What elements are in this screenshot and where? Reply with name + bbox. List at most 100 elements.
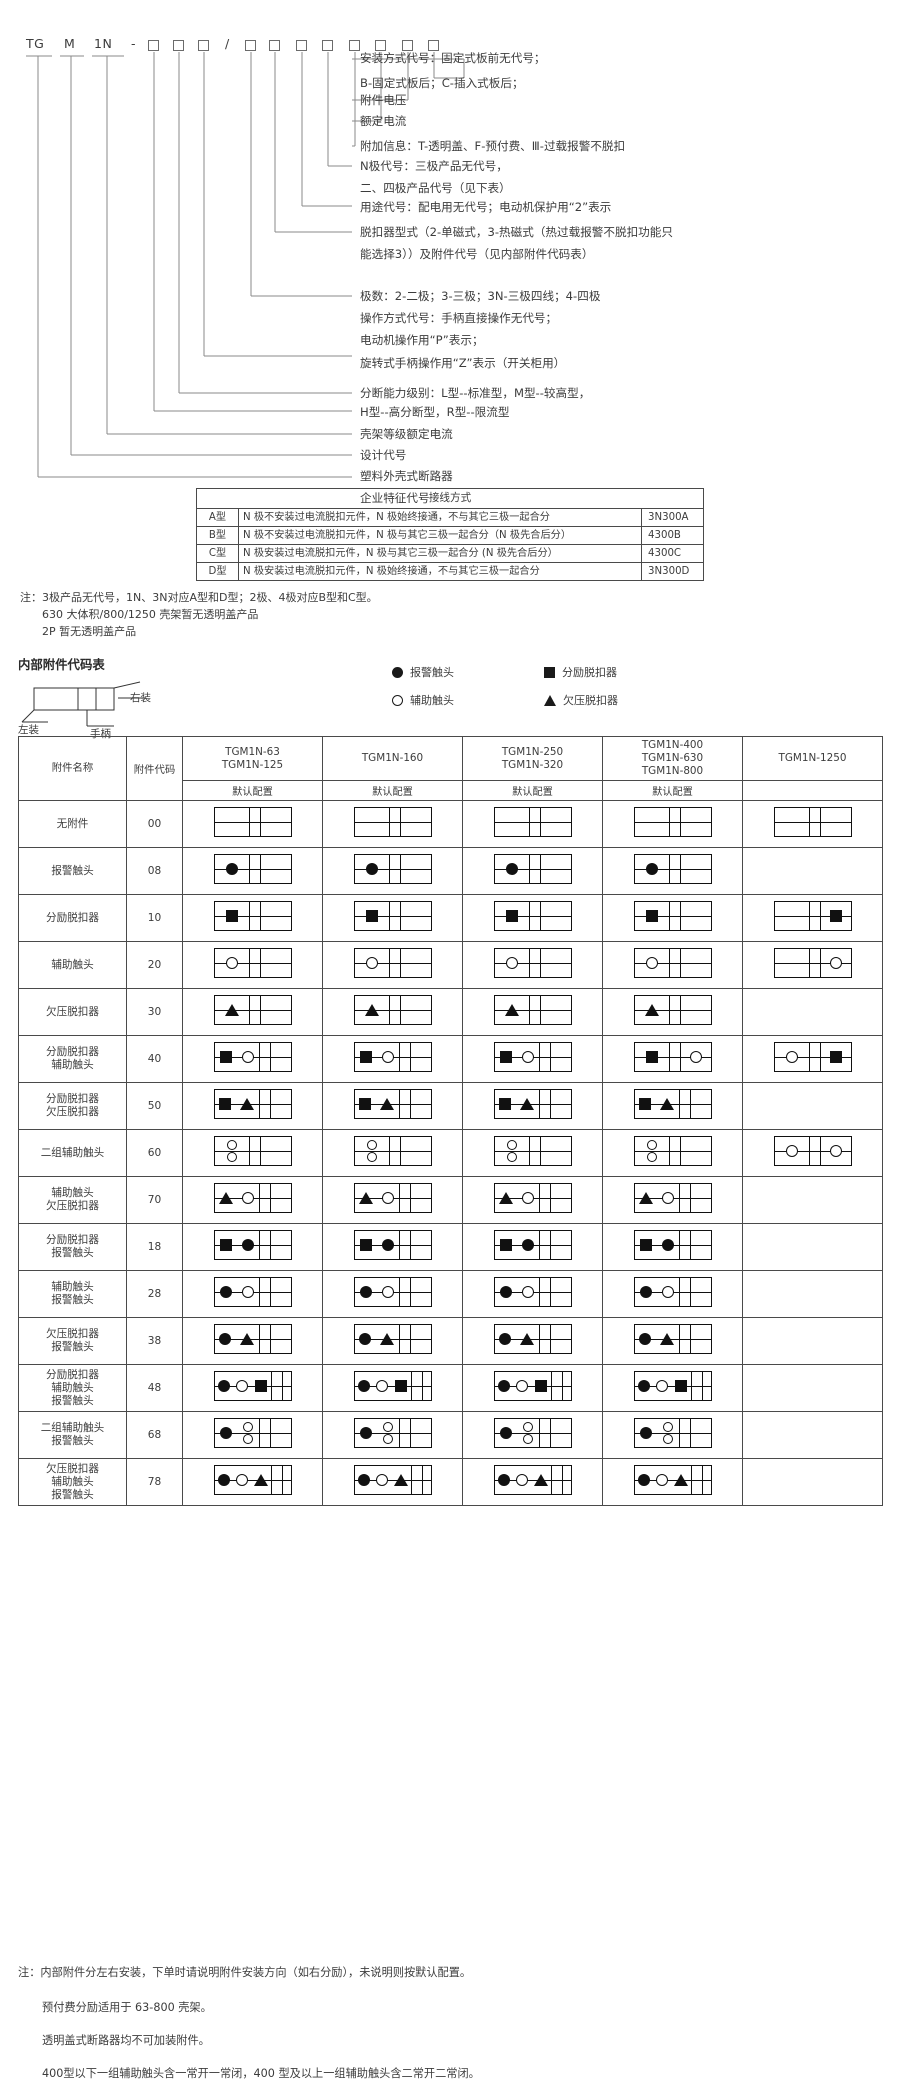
- filled-square-icon: [255, 1380, 268, 1392]
- accessory-config-cell: [462, 1176, 603, 1224]
- legend-label: 欠压脱扣器: [563, 694, 618, 707]
- accessory-config-cell: [182, 800, 323, 848]
- table-row: 分励脱扣器 报警触头 18: [18, 1223, 883, 1271]
- breaker-config-glyph: [493, 1418, 572, 1448]
- filled-triangle-icon: [499, 1192, 513, 1204]
- breaker-config-glyph: [213, 1371, 292, 1401]
- col-header-model-3: TGM1N-400 TGM1N-630 TGM1N-800: [602, 736, 743, 781]
- footer-note-2: 透明盖式断路器均不可加装附件。: [42, 2034, 210, 2047]
- accessory-config-cell: [462, 1317, 603, 1365]
- accessory-config-cell: [182, 1458, 323, 1506]
- accessory-config-cell: [462, 1035, 603, 1083]
- filled-square-icon: [830, 1051, 842, 1063]
- double-open-circle-icon: [663, 1422, 673, 1444]
- ladder-label-13: 旋转式手柄操作用“Z”表示（开关柜用）: [360, 356, 566, 370]
- breaker-config-glyph: [493, 1089, 572, 1119]
- breaker-config-glyph: [633, 948, 712, 978]
- ladder-label-17: 设计代号: [360, 448, 407, 462]
- handle-diagram-lines: [21, 681, 146, 727]
- breaker-config-glyph: [633, 854, 712, 884]
- accessory-config-cell: [462, 894, 603, 942]
- table-row: 分励脱扣器 10: [18, 894, 883, 942]
- wiring-code: 3N300D: [641, 562, 704, 581]
- col-header-model-4: TGM1N-1250: [742, 736, 883, 781]
- accessory-config-cell: [322, 1317, 463, 1365]
- breaker-config-glyph: [353, 1418, 432, 1448]
- ladder-label-1: B-固定式板后；C-插入式板后；: [360, 76, 524, 90]
- symbol-legend: 报警触头 分励脱扣器 辅助触头 欠压脱扣器: [392, 664, 692, 720]
- filled-triangle-icon: [544, 694, 556, 706]
- breaker-config-glyph: [633, 1418, 712, 1448]
- filled-triangle-icon: [364, 1004, 379, 1016]
- accessory-config-cell: [182, 941, 323, 989]
- filled-circle-icon: [357, 1474, 370, 1486]
- filled-circle-icon: [499, 1286, 512, 1298]
- accessory-config-cell: [322, 988, 463, 1036]
- code-segment-tg: TG: [26, 36, 45, 51]
- mid-note-1: 630 大体积/800/1250 壳架暂无透明盖产品: [42, 608, 259, 621]
- open-circle-icon: [375, 1474, 388, 1486]
- breaker-config-glyph: [353, 1277, 432, 1307]
- filled-circle-icon: [219, 1333, 231, 1345]
- filled-circle-icon: [217, 1380, 230, 1392]
- filled-circle-icon: [241, 1239, 254, 1251]
- accessory-config-cell: [602, 1082, 743, 1130]
- ladder-label-8: 脱扣器型式（2-单磁式，3-热磁式（热过载报警不脱扣功能只: [360, 225, 673, 239]
- table-row: 接线方式: [196, 488, 704, 509]
- ladder-label-2: 附件电压: [360, 93, 407, 107]
- accessory-code: 08: [126, 847, 183, 895]
- filled-triangle-icon: [520, 1333, 534, 1345]
- breaker-config-glyph: [213, 1089, 292, 1119]
- accessory-section-title: 内部附件代码表: [18, 657, 105, 672]
- accessory-code: 50: [126, 1082, 183, 1130]
- breaker-config-glyph: [353, 1324, 432, 1354]
- filled-triangle-icon: [359, 1192, 373, 1204]
- legend-item-auxiliary-contact: 辅助触头: [392, 692, 454, 708]
- filled-circle-icon: [381, 1239, 394, 1251]
- table-row: 辅助触头 20: [18, 941, 883, 989]
- filled-square-icon: [645, 1051, 658, 1063]
- open-circle-icon: [785, 1051, 798, 1063]
- filled-circle-icon: [645, 863, 658, 875]
- filled-circle-icon: [639, 1286, 652, 1298]
- accessory-config-cell: [322, 1364, 463, 1412]
- accessory-config-cell: [322, 1270, 463, 1318]
- wiring-table-title: 接线方式: [196, 488, 704, 509]
- open-circle-icon: [236, 1380, 249, 1392]
- filled-triangle-icon: [380, 1098, 394, 1110]
- open-circle-icon: [655, 1474, 668, 1486]
- handle-orientation-diagram: 左装 手柄 右装: [18, 680, 238, 740]
- breaker-config-glyph: [633, 1136, 712, 1166]
- table-subheader-row: 默认配置 默认配置 默认配置 默认配置: [19, 780, 883, 801]
- ladder-label-7: 用途代号：配电用无代号；电动机保护用“2”表示: [360, 200, 612, 214]
- accessory-code: 20: [126, 941, 183, 989]
- code-segment-1n: 1N: [94, 36, 113, 51]
- filled-triangle-icon: [504, 1004, 519, 1016]
- breaker-config-glyph: [773, 901, 852, 931]
- open-circle-icon: [522, 1192, 534, 1204]
- breaker-config-glyph: [213, 1136, 292, 1166]
- double-open-circle-icon: [366, 1140, 377, 1162]
- col-subheader-default-0: 默认配置: [182, 780, 323, 801]
- accessory-config-cell: [602, 1317, 743, 1365]
- ladder-label-5: N极代号：三极产品无代号，: [360, 159, 508, 173]
- filled-square-icon: [499, 1098, 511, 1110]
- accessory-code: 28: [126, 1270, 183, 1318]
- col-subheader-default-3: 默认配置: [602, 780, 743, 801]
- wiring-type: B型: [196, 526, 239, 545]
- filled-circle-icon: [637, 1474, 650, 1486]
- open-circle-icon: [830, 957, 842, 969]
- accessory-name: 欠压脱扣器: [18, 988, 127, 1036]
- accessory-config-cell: [182, 1270, 323, 1318]
- wiring-desc: N 极不安装过电流脱扣元件，N 极始终接通，不与其它三极一起合分: [238, 508, 642, 527]
- accessory-name: 辅助触头 欠压脱扣器: [18, 1176, 127, 1224]
- accessory-config-cell: [182, 1082, 323, 1130]
- breaker-config-glyph: [633, 1277, 712, 1307]
- accessory-config-cell: [182, 1317, 323, 1365]
- col-subheader-default-2: 默认配置: [462, 780, 603, 801]
- legend-label: 分励脱扣器: [562, 666, 617, 679]
- code-box-4: [245, 40, 256, 51]
- filled-triangle-icon: [253, 1474, 268, 1486]
- filled-circle-icon: [639, 1333, 651, 1345]
- filled-square-icon: [499, 1051, 512, 1063]
